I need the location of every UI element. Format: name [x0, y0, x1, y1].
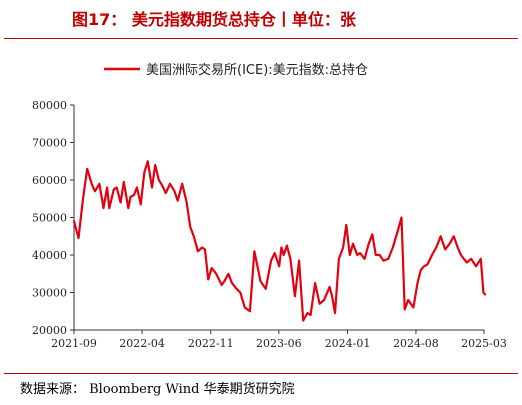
- x-tick-label: 2022-11: [188, 337, 234, 350]
- page-title: 图17： 美元指数期货总持仓丨单位：张: [72, 10, 356, 29]
- y-tick-label: 20000: [32, 324, 67, 337]
- y-tick-label: 60000: [32, 174, 67, 187]
- x-tick-label: 2024-08: [393, 337, 439, 350]
- y-tick-label: 50000: [32, 212, 67, 225]
- y-tick-label: 40000: [32, 249, 67, 262]
- y-tick-label: 80000: [32, 99, 67, 112]
- footer-divider: [4, 373, 518, 374]
- legend-label: 美国洲际交易所(ICE):美元指数:总持仓: [146, 62, 368, 78]
- x-tick-label: 2023-06: [256, 337, 302, 350]
- plot-area: [72, 160, 487, 322]
- axes: [70, 104, 485, 334]
- x-tick-label: 2024-01: [325, 337, 371, 350]
- x-tick-label: 2022-04: [119, 337, 165, 350]
- chart: 美国洲际交易所(ICE):美元指数:总持仓 20000 30000 40000 500…: [32, 62, 507, 350]
- legend: 美国洲际交易所(ICE):美元指数:总持仓: [104, 62, 368, 78]
- header-divider: [4, 38, 518, 39]
- y-tick-label: 30000: [32, 287, 67, 300]
- x-tick-label: 2025-03: [461, 337, 507, 350]
- header: 图17： 美元指数期货总持仓丨单位：张: [0, 0, 522, 36]
- y-tick-label: 70000: [32, 137, 67, 150]
- series-line: [72, 160, 487, 322]
- source-note: 数据来源： Bloomberg Wind 华泰期货研究院: [20, 382, 295, 397]
- x-tick-label: 2021-09: [51, 337, 97, 350]
- tick-labels: 20000 30000 40000 50000 60000 70000 80000 2021-…: [32, 99, 507, 350]
